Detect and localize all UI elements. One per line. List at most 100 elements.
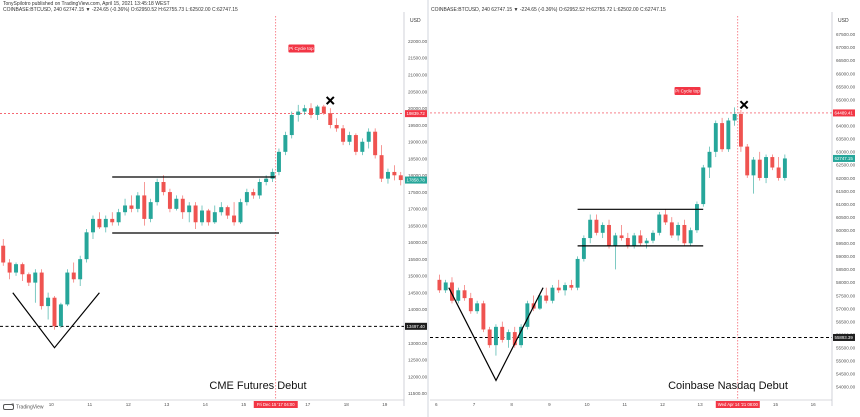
right-symbol-legend[interactable]: COINBASE:BTCUSD, 240 62747.15 ▼ -224.65 … (431, 7, 666, 13)
x-tick-label: 8 (510, 402, 513, 407)
candle (506, 329, 511, 348)
candle (751, 157, 756, 194)
candle (462, 285, 467, 301)
candle-body (613, 235, 618, 246)
candle (244, 188, 249, 206)
candle-body (296, 111, 301, 115)
candle-body (84, 232, 89, 260)
chart-header: TonySpilotro published on TradingView.co… (0, 0, 860, 16)
candle (392, 165, 397, 181)
candle-body (764, 157, 768, 178)
y-tick-label: 21500.00 (408, 56, 428, 61)
candle (782, 154, 787, 181)
candle (519, 324, 524, 348)
candle (607, 219, 611, 249)
candle (443, 279, 448, 293)
candle (732, 107, 737, 126)
candle-body (180, 198, 185, 213)
candle-body (39, 272, 44, 307)
x-highlight-tag (253, 401, 298, 408)
y-tick-label: 54500.00 (836, 372, 856, 377)
trend-line (448, 287, 544, 382)
candle (328, 108, 333, 129)
candle-body (193, 205, 198, 223)
candle (193, 202, 198, 229)
candle-body (161, 182, 166, 193)
candle (276, 148, 281, 176)
y-tick-label: 21000.00 (408, 72, 428, 77)
y-tick-label: 15000.00 (408, 274, 428, 279)
y-tick-label: 58500.00 (836, 267, 856, 272)
candle (270, 168, 275, 183)
x-mark-stroke (325, 96, 335, 105)
candle (26, 272, 31, 286)
candle-body (385, 171, 390, 179)
candle-body (283, 135, 288, 152)
candle-body (556, 287, 561, 291)
candle-body (398, 175, 403, 181)
candle-body (544, 295, 549, 301)
candle (644, 238, 649, 249)
price-tag (405, 176, 427, 184)
candle-body (373, 131, 378, 156)
candle-body (525, 303, 530, 327)
y-tick-label: 18000.00 (408, 173, 428, 178)
candle (556, 279, 561, 293)
candle (475, 300, 480, 314)
candle (283, 131, 288, 156)
candle-body (78, 259, 83, 280)
brand-label: TradingView (16, 404, 44, 411)
candle-body (651, 232, 655, 241)
x-highlight-label: Fri Dec 15 '17 04:00 (257, 402, 295, 407)
pi-cycle-flag-label: Pi Cycle top (675, 89, 700, 94)
candle (468, 292, 473, 314)
left-symbol-legend[interactable]: COINBASE:BTCUSD, 240 62747.15 ▼ -224.65 … (3, 7, 238, 13)
candle (525, 300, 530, 330)
candle (174, 195, 179, 211)
candle-body (751, 159, 756, 176)
annotation-label: Coinbase Nasdaq Debut (668, 380, 788, 392)
candle-body (487, 329, 492, 346)
candle-body (632, 235, 637, 246)
candle-body (321, 106, 326, 114)
candle (78, 255, 83, 286)
candle-body (745, 146, 750, 176)
y-tick-label: 20500.00 (408, 89, 428, 94)
candle (669, 217, 674, 239)
candle (212, 205, 217, 224)
candle-body (443, 282, 448, 291)
candle (594, 214, 599, 236)
candle (71, 262, 76, 283)
candle-body (695, 204, 699, 231)
candle-body (148, 202, 153, 219)
candle (701, 164, 706, 207)
candle-body (46, 297, 51, 307)
tradingview-logo[interactable]: TradingView (3, 404, 44, 410)
candle (373, 128, 378, 159)
y-tick-label: 20000.00 (408, 106, 428, 111)
x-tick-label: 18 (344, 402, 350, 407)
candle-body (302, 108, 307, 112)
cycle-top-x-mark (739, 100, 749, 110)
candle (334, 118, 339, 132)
candle-body (366, 131, 371, 142)
candle-body (619, 235, 624, 239)
candle (347, 131, 352, 146)
candle (713, 120, 718, 158)
y-tick-label: 62000.00 (836, 176, 856, 181)
candle (129, 195, 134, 213)
y-tick-label: 65500.00 (836, 84, 856, 89)
y-tick-label: 64000.00 (836, 124, 856, 129)
candle (707, 146, 712, 178)
y-tick-label: 19500.00 (408, 123, 428, 128)
candle-body (167, 192, 172, 209)
y-tick-label: 63500.00 (836, 137, 856, 142)
candle-body (512, 332, 517, 346)
price-tag-label: 62747.15 (835, 156, 854, 161)
candle (238, 198, 243, 224)
candle (581, 235, 586, 262)
candle (7, 259, 12, 280)
candle-body (682, 224, 687, 244)
candle-body (782, 158, 787, 178)
